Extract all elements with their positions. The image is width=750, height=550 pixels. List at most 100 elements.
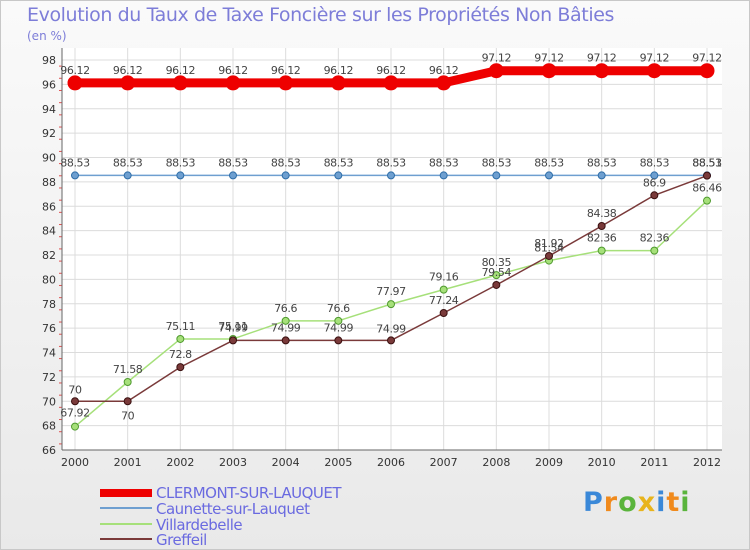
data-label-greffeil: 72.8 [169,348,192,361]
data-label-villardebelle: 80.35 [482,256,512,269]
legend-label-greffeil: Greffeil [156,531,207,549]
data-point-caunette [123,171,132,180]
data-point-greffeil [650,191,659,200]
y-tick-label: 98 [42,54,56,67]
data-point-greffeil [71,397,79,406]
data-point-caunette [545,171,553,180]
data-label-greffeil: 77.24 [429,294,459,307]
data-point-greffeil [597,221,606,230]
data-point-caunette [492,171,501,180]
y-tick-label: 72 [42,371,56,384]
x-tick-label: 2004 [272,456,300,469]
data-label-clermont: 96.12 [376,64,406,77]
data-label-greffeil: 81.92 [534,237,564,250]
data-label-greffeil: 74.99 [218,321,248,334]
y-tick-label: 90 [42,152,56,165]
legend-swatch-caunette [100,507,152,509]
data-point-clermont [120,75,136,91]
logo-letter: i [680,487,691,518]
data-point-villardebelle [71,422,79,431]
x-tick-label: 2011 [640,456,668,469]
legend-swatch-greffeil [100,538,152,540]
data-point-villardebelle [703,196,711,205]
data-label-caunette: 88.53 [692,156,722,169]
data-label-greffeil: 70 [121,409,135,422]
data-label-caunette: 88.53 [324,156,354,169]
data-point-villardebelle [439,285,448,294]
data-label-greffeil: 74.99 [324,321,354,334]
data-label-caunette: 88.53 [640,156,670,169]
x-tick-label: 2005 [324,456,352,469]
y-tick-label: 86 [42,200,56,213]
data-point-villardebelle [597,246,606,255]
logo-letter: t [666,487,681,518]
y-tick-label: 66 [42,444,56,457]
data-point-greffeil [439,309,448,318]
data-label-villardebelle: 76.6 [274,302,297,315]
data-point-clermont [699,63,715,79]
data-label-greffeil: 79.54 [482,266,512,279]
data-point-clermont [594,63,610,79]
data-label-caunette: 88.53 [60,156,90,169]
logo-letter: i [656,487,667,518]
data-label-clermont: 96.12 [113,64,143,77]
x-tick-label: 2007 [430,456,458,469]
x-tick-label: 2003 [219,456,247,469]
data-label-clermont: 97.12 [587,52,617,65]
logo-letter: r [603,487,619,518]
data-point-clermont [488,63,504,79]
y-tick-label: 70 [42,395,56,408]
data-point-caunette [229,171,237,180]
data-label-greffeil: 74.99 [376,322,406,335]
legend-swatch-clermont [100,489,152,497]
data-point-caunette [439,171,448,180]
data-point-greffeil [334,336,343,345]
data-point-clermont [646,63,662,79]
data-point-villardebelle [176,334,185,343]
x-tick-label: 2006 [377,456,405,469]
data-label-clermont: 96.12 [271,64,301,77]
data-label-clermont: 96.12 [324,64,354,77]
data-point-villardebelle [387,300,395,309]
x-tick-label: 2002 [166,456,194,469]
data-point-caunette [281,171,290,180]
data-label-villardebelle: 67.92 [60,407,90,420]
data-point-caunette [650,171,659,180]
y-tick-label: 94 [42,103,56,116]
data-label-villardebelle: 82.36 [587,232,617,245]
data-label-clermont: 96.12 [166,64,196,77]
x-tick-label: 2009 [535,456,563,469]
data-point-villardebelle [334,316,343,325]
data-point-clermont [541,63,557,79]
y-tick-label: 78 [42,298,56,311]
data-label-caunette: 88.53 [587,156,617,169]
data-label-greffeil: 84.38 [587,207,617,220]
data-point-greffeil [123,397,132,406]
data-label-villardebelle: 79.16 [429,271,459,284]
legend-swatch-villardebelle [100,523,152,525]
data-point-villardebelle [281,316,290,325]
y-tick-label: 76 [42,322,56,335]
x-tick-label: 2008 [482,456,510,469]
data-label-clermont: 97.12 [640,52,670,65]
data-point-villardebelle [650,246,659,255]
data-label-greffeil: 70 [68,383,82,396]
y-tick-label: 92 [42,127,56,140]
data-label-villardebelle: 76.6 [327,302,350,315]
data-label-caunette: 88.53 [534,156,564,169]
data-label-villardebelle: 82.36 [640,232,670,245]
data-point-villardebelle [123,377,132,386]
data-label-villardebelle: 75.11 [218,320,248,333]
y-tick-label: 96 [42,78,56,91]
plot-area [62,48,722,450]
data-label-caunette: 88.53 [429,156,459,169]
data-label-caunette: 88.53 [166,156,196,169]
data-label-clermont: 97.12 [534,52,564,65]
data-label-villardebelle: 71.58 [113,363,143,376]
data-point-greffeil [176,363,185,372]
data-label-clermont: 96.12 [218,64,248,77]
data-point-caunette [176,171,185,180]
x-tick-label: 2001 [114,456,142,469]
y-tick-label: 82 [42,249,56,262]
y-axis-unit: (en %) [27,29,67,43]
